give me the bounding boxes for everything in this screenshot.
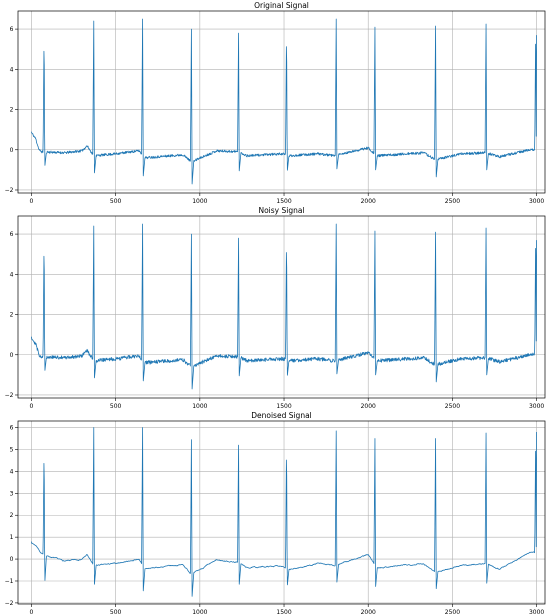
x-tick-label: 1000	[192, 403, 207, 410]
panel-2: Noisy Signal 0 500 1000 1500 2000 2500 3000 −2 0 2…	[5, 206, 546, 410]
y-tick-label: 0	[10, 556, 14, 563]
x-tick-label: 2000	[361, 198, 376, 205]
x-tick-label: 0	[30, 609, 34, 616]
x-tick-label: 500	[110, 198, 122, 205]
x-tick-label: 500	[110, 609, 122, 616]
y-tick-label: 4	[10, 271, 14, 278]
y-tick-label: −2	[5, 392, 14, 399]
y-tick-label: −2	[5, 600, 14, 607]
x-tick-label: 1000	[192, 609, 207, 616]
y-tick-label: 2	[10, 512, 14, 519]
signal-line	[31, 18, 537, 185]
y-tick-label: 2	[10, 107, 14, 114]
signal-line	[31, 427, 537, 597]
chart-title: Original Signal	[254, 1, 309, 10]
y-tick-label: 3	[10, 490, 14, 497]
y-tick-label: −1	[5, 578, 14, 585]
axes-frame	[17, 215, 546, 399]
x-tick-label: 1500	[276, 198, 291, 205]
y-tick-label: 0	[10, 352, 14, 359]
x-tick-label: 3000	[529, 609, 544, 616]
y-tick-label: 6	[10, 26, 14, 33]
axes-frame	[17, 420, 546, 605]
x-tick-label: 500	[110, 403, 122, 410]
y-tick-label: 6	[10, 231, 14, 238]
y-tick-label: 4	[10, 468, 14, 475]
x-tick-label: 2000	[361, 609, 376, 616]
x-tick-label: 3000	[529, 198, 544, 205]
y-tick-label: 6	[10, 425, 14, 432]
x-tick-label: 1500	[276, 609, 291, 616]
x-tick-label: 0	[30, 403, 34, 410]
signal-line	[31, 223, 537, 390]
x-tick-label: 2000	[361, 403, 376, 410]
panel-3: Denoised Signal 0 500 1000 1500 2000 2500 3000 −…	[5, 411, 546, 616]
y-tick-label: 2	[10, 312, 14, 319]
y-tick-label: −2	[5, 187, 14, 194]
chart-title: Denoised Signal	[251, 411, 312, 420]
x-tick-label: 3000	[529, 403, 544, 410]
y-tick-label: 4	[10, 66, 14, 73]
panel-1: Original Signal 0 500 1000 1500 2000 2500 3000 −…	[5, 1, 546, 205]
x-tick-label: 2500	[445, 198, 460, 205]
x-tick-label: 2500	[445, 609, 460, 616]
axes-frame	[17, 10, 546, 194]
x-tick-label: 0	[30, 198, 34, 205]
x-tick-label: 1500	[276, 403, 291, 410]
x-tick-label: 2500	[445, 403, 460, 410]
chart-title: Noisy Signal	[258, 206, 304, 215]
y-tick-label: 5	[10, 446, 14, 453]
x-tick-label: 1000	[192, 198, 207, 205]
y-tick-label: 0	[10, 147, 14, 154]
y-tick-label: 1	[10, 534, 14, 541]
